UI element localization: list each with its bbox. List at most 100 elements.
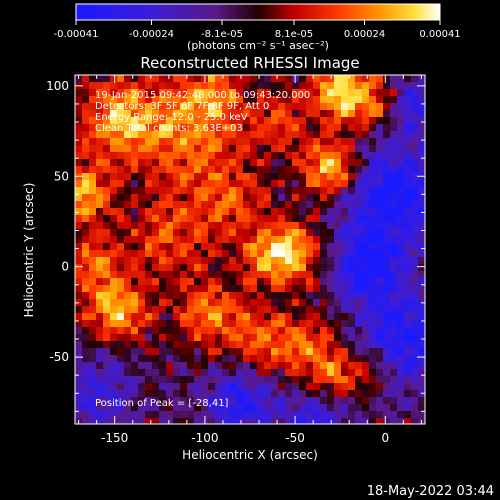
heatmap-cell — [75, 264, 83, 272]
heatmap-cell — [236, 334, 244, 342]
heatmap-cell — [306, 201, 314, 209]
heatmap-cell — [348, 348, 356, 356]
heatmap-cell — [418, 215, 426, 223]
heatmap-cell — [243, 369, 251, 377]
heatmap-cell — [348, 320, 356, 328]
heatmap-cell — [124, 173, 132, 181]
heatmap-cell — [376, 131, 384, 139]
heatmap-cell — [208, 152, 216, 160]
heatmap-cell — [222, 96, 230, 104]
heatmap-cell — [404, 75, 412, 83]
heatmap-cell — [110, 103, 118, 111]
heatmap-cell — [411, 229, 419, 237]
heatmap-cell — [299, 411, 307, 419]
heatmap-cell — [166, 313, 174, 321]
heatmap-cell — [145, 229, 153, 237]
heatmap-cell — [369, 348, 377, 356]
heatmap-cell — [180, 138, 188, 146]
heatmap-cell — [103, 285, 111, 293]
heatmap-cell — [173, 110, 181, 118]
heatmap-cell — [138, 82, 146, 90]
heatmap-cell — [320, 355, 328, 363]
heatmap-cell — [103, 82, 111, 90]
heatmap-cell — [355, 103, 363, 111]
heatmap-cell — [117, 124, 125, 132]
heatmap-cell — [82, 173, 90, 181]
heatmap-cell — [376, 327, 384, 335]
heatmap-cell — [271, 75, 279, 83]
heatmap-cell — [103, 278, 111, 286]
heatmap-cell — [82, 82, 90, 90]
heatmap-cell — [208, 173, 216, 181]
heatmap-cell — [341, 313, 349, 321]
heatmap-cell — [411, 355, 419, 363]
heatmap-cell — [313, 355, 321, 363]
heatmap-cell — [334, 145, 342, 153]
heatmap-cell — [397, 145, 405, 153]
heatmap-cell — [131, 180, 139, 188]
heatmap-cell — [117, 243, 125, 251]
heatmap-cell — [383, 355, 391, 363]
heatmap-cell — [173, 355, 181, 363]
heatmap-cell — [404, 201, 412, 209]
heatmap-cell — [362, 131, 370, 139]
heatmap-cell — [96, 383, 104, 391]
heatmap-cell — [327, 222, 335, 230]
heatmap-cell — [236, 103, 244, 111]
heatmap-cell — [285, 201, 293, 209]
heatmap-cell — [145, 187, 153, 195]
heatmap-cell — [243, 355, 251, 363]
heatmap-cell — [166, 96, 174, 104]
heatmap-cell — [313, 334, 321, 342]
heatmap-cell — [404, 82, 412, 90]
heatmap-cell — [96, 215, 104, 223]
heatmap-cell — [383, 369, 391, 377]
heatmap-cell — [320, 264, 328, 272]
heatmap-cell — [278, 390, 286, 398]
heatmap-cell — [236, 89, 244, 97]
heatmap-cell — [201, 96, 209, 104]
heatmap-cell — [327, 271, 335, 279]
heatmap-cell — [187, 271, 195, 279]
heatmap-cell — [376, 103, 384, 111]
heatmap-cell — [96, 278, 104, 286]
heatmap-cell — [180, 411, 188, 419]
heatmap-cell — [369, 285, 377, 293]
heatmap-cell — [103, 110, 111, 118]
heatmap-cell — [271, 292, 279, 300]
heatmap-cell — [82, 194, 90, 202]
heatmap-cell — [257, 271, 265, 279]
heatmap-cell — [138, 131, 146, 139]
heatmap-cell — [75, 152, 83, 160]
heatmap-cell — [215, 229, 223, 237]
heatmap-cell — [348, 278, 356, 286]
heatmap-cell — [159, 75, 167, 83]
heatmap-cell — [292, 75, 300, 83]
heatmap-cell — [320, 96, 328, 104]
heatmap-cell — [152, 299, 160, 307]
heatmap-cell — [75, 285, 83, 293]
heatmap-cell — [194, 159, 202, 167]
timestamp: 18-May-2022 03:44 — [367, 484, 494, 499]
heatmap-cell — [117, 383, 125, 391]
heatmap-cell — [383, 257, 391, 265]
heatmap-cell — [159, 82, 167, 90]
heatmap-cell — [362, 110, 370, 118]
heatmap-cell — [313, 194, 321, 202]
heatmap-cell — [278, 103, 286, 111]
heatmap-cell — [166, 89, 174, 97]
heatmap-cell — [285, 313, 293, 321]
heatmap-cell — [96, 397, 104, 405]
heatmap-cell — [110, 173, 118, 181]
heatmap-cell — [215, 159, 223, 167]
heatmap-cell — [187, 278, 195, 286]
heatmap-cell — [334, 236, 342, 244]
heatmap-cell — [292, 131, 300, 139]
heatmap-cell — [208, 194, 216, 202]
heatmap-cell — [110, 138, 118, 146]
heatmap-cell — [89, 292, 97, 300]
heatmap-cell — [208, 397, 216, 405]
heatmap-cell — [159, 390, 167, 398]
heatmap-cell — [124, 285, 132, 293]
heatmap-cell — [187, 397, 195, 405]
